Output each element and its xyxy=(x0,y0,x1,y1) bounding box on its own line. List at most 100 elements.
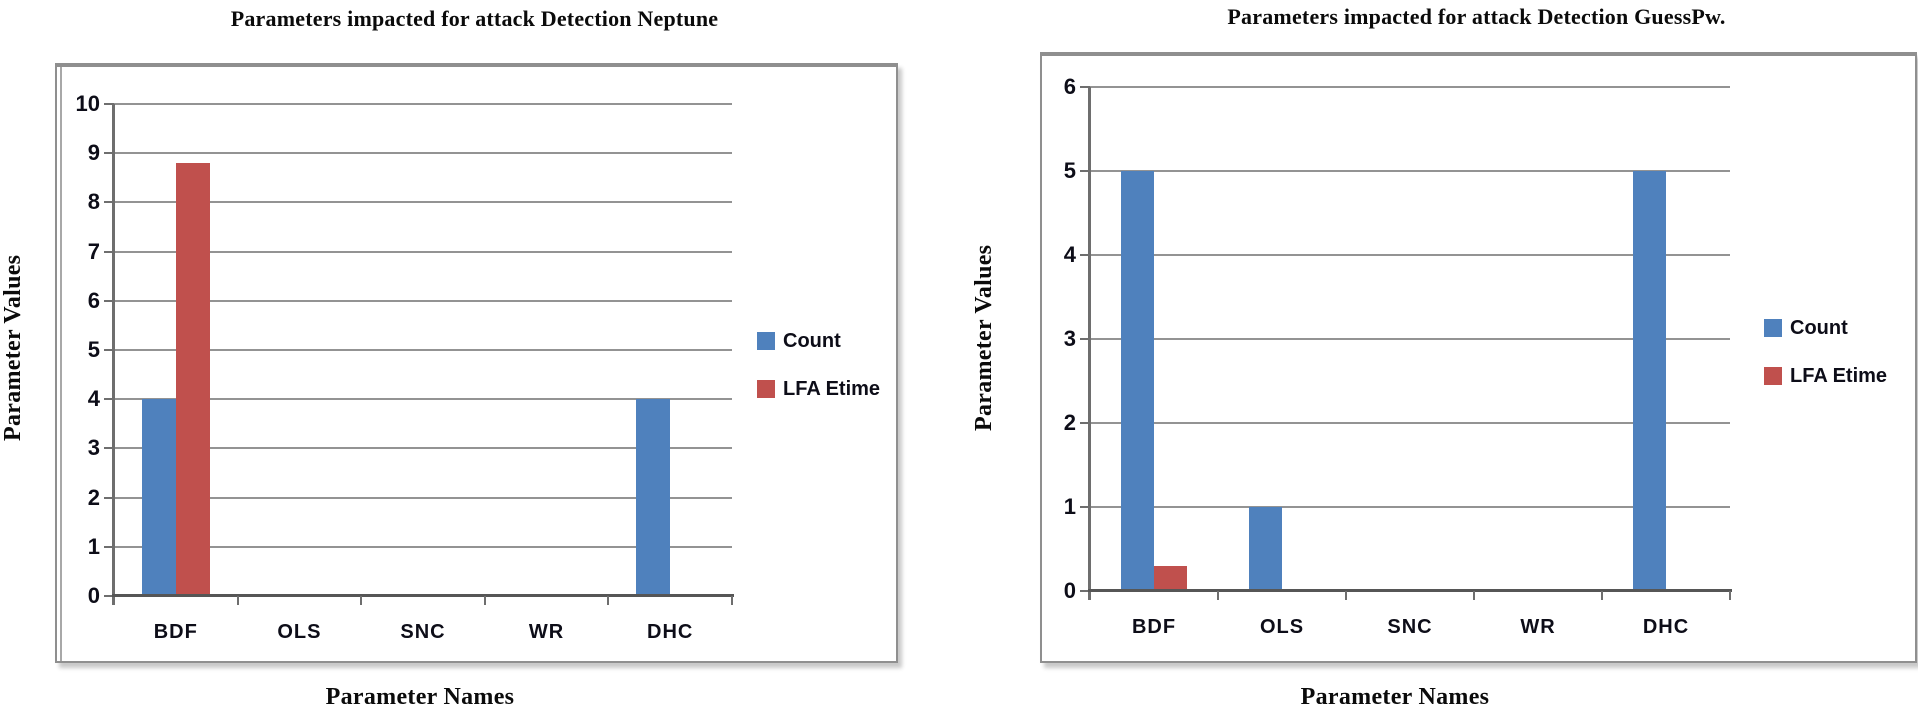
x-axis-line xyxy=(1088,589,1732,592)
x-tick-mark xyxy=(483,596,486,605)
x-tick-mark xyxy=(236,596,239,605)
gridline xyxy=(114,398,732,401)
legend-label-count: Count xyxy=(1790,316,1848,339)
y-tick-label: 7 xyxy=(87,238,100,264)
gridline xyxy=(1090,338,1730,340)
y-tick-label: 4 xyxy=(87,386,100,412)
chart-frame: 0 1 2 3 4 5 6 BDF OLS SNC WR DHC Count LFA Etime xyxy=(1040,52,1917,663)
y-axis-title: Parameter Values xyxy=(0,254,26,442)
legend-swatch-lfa-etime xyxy=(1764,367,1782,385)
y-tick-label: 0 xyxy=(1063,578,1076,603)
y-axis-title: Parameter Values xyxy=(971,244,997,432)
y-tick-mark xyxy=(104,545,114,548)
x-axis-title: Parameter Names xyxy=(1300,684,1490,710)
gridline xyxy=(1090,506,1730,508)
y-tick-label: 1 xyxy=(87,533,100,559)
y-tick-mark xyxy=(104,299,114,302)
legend-item-lfa-etime: LFA Etime xyxy=(757,377,880,401)
x-axis-line xyxy=(112,594,734,597)
y-axis-line xyxy=(1088,87,1091,600)
x-category-label-snc: SNC xyxy=(400,621,446,643)
x-tick-mark xyxy=(1601,591,1603,600)
x-category-label-bdf: BDF xyxy=(153,621,198,643)
bar-lfa-etime-bdf xyxy=(1154,565,1187,591)
plot-area: 0 1 2 3 4 5 6 7 8 9 10 BDF OLS SNC WR DHC xyxy=(76,91,734,643)
y-axis-line xyxy=(112,104,115,605)
x-category-label-snc: SNC xyxy=(1387,616,1433,638)
gridline xyxy=(114,545,732,548)
bar-count-bdf xyxy=(141,399,176,596)
chart-title: Parameters impacted for attack Detection… xyxy=(1227,4,1726,29)
bar-lfa-etime-bdf xyxy=(175,163,210,596)
x-category-label-wr: WR xyxy=(528,621,565,643)
legend-swatch-lfa-etime xyxy=(757,380,775,398)
x-tick-mark xyxy=(1217,591,1219,600)
bar-count-dhc xyxy=(636,399,671,596)
y-tick-label: 8 xyxy=(87,189,100,215)
y-tick-mark xyxy=(1080,170,1090,172)
y-tick-mark xyxy=(104,250,114,253)
gridline xyxy=(114,447,732,450)
x-category-label-bdf: BDF xyxy=(1131,616,1177,638)
gridline xyxy=(114,299,732,302)
x-tick-mark xyxy=(1345,591,1347,600)
y-tick-mark xyxy=(1080,506,1090,508)
frame-inner-line xyxy=(60,67,62,661)
y-tick-label: 6 xyxy=(1063,74,1076,99)
x-category-label-wr: WR xyxy=(1520,616,1556,638)
legend-item-count: Count xyxy=(1764,316,1887,340)
legend-item-lfa-etime: LFA Etime xyxy=(1764,364,1887,388)
y-tick-label: 9 xyxy=(87,140,100,166)
gridline xyxy=(114,201,732,204)
gridline xyxy=(114,152,732,155)
legend-label-lfa-etime: LFA Etime xyxy=(783,377,881,400)
y-tick-mark xyxy=(1080,422,1090,424)
y-tick-mark xyxy=(104,398,114,401)
gridline xyxy=(114,349,732,351)
y-tick-mark xyxy=(104,152,114,155)
y-tick-mark xyxy=(104,496,114,499)
y-tick-mark xyxy=(104,201,114,204)
legend: Count LFA Etime xyxy=(1764,316,1887,412)
chart-guesspw: Parameters impacted for attack Detection… xyxy=(959,0,1918,717)
gridline xyxy=(114,103,732,105)
legend-label-count: Count xyxy=(783,329,841,352)
x-category-label-ols: OLS xyxy=(1259,616,1305,638)
bar-count-ols xyxy=(1249,507,1282,591)
legend-swatch-count xyxy=(757,332,775,350)
bar-count-dhc xyxy=(1633,171,1666,591)
plot-area: 0 1 2 3 4 5 6 BDF OLS SNC WR DHC xyxy=(1064,74,1732,638)
gridline xyxy=(114,250,732,253)
x-category-label-ols: OLS xyxy=(277,621,322,643)
chart-neptune: Parameters impacted for attack Detection… xyxy=(0,6,898,710)
y-tick-label: 3 xyxy=(1063,326,1076,351)
chart-title: Parameters impacted for attack Detection… xyxy=(230,6,719,31)
y-tick-label: 5 xyxy=(87,337,100,362)
gridline xyxy=(1090,86,1730,88)
x-tick-mark xyxy=(1729,591,1731,600)
x-tick-mark xyxy=(1473,591,1475,600)
y-tick-label: 0 xyxy=(87,583,100,608)
y-tick-mark xyxy=(104,103,114,105)
y-tick-mark xyxy=(1080,254,1090,256)
y-tick-label: 6 xyxy=(87,287,100,313)
y-tick-label: 10 xyxy=(75,91,100,116)
chart-frame: 0 1 2 3 4 5 6 7 8 9 10 BDF OLS SNC WR DHC Count LFA Etim… xyxy=(55,63,898,663)
gridline xyxy=(1090,254,1730,256)
y-tick-mark xyxy=(1080,86,1090,88)
gridline xyxy=(1090,170,1730,172)
bar-count-bdf xyxy=(1121,171,1154,591)
y-tick-label: 5 xyxy=(1063,158,1076,183)
y-tick-label: 1 xyxy=(1063,494,1076,519)
legend-swatch-count xyxy=(1764,319,1782,337)
legend: Count LFA Etime xyxy=(757,329,880,425)
x-tick-mark xyxy=(360,596,363,605)
x-category-label-dhc: DHC xyxy=(647,621,694,643)
y-tick-mark xyxy=(1080,338,1090,340)
x-tick-mark xyxy=(607,596,610,605)
y-tick-label: 2 xyxy=(87,484,100,510)
gridline xyxy=(1090,422,1730,424)
y-tick-label: 2 xyxy=(1063,410,1076,435)
y-tick-label: 3 xyxy=(87,435,100,461)
gridline xyxy=(114,496,732,499)
